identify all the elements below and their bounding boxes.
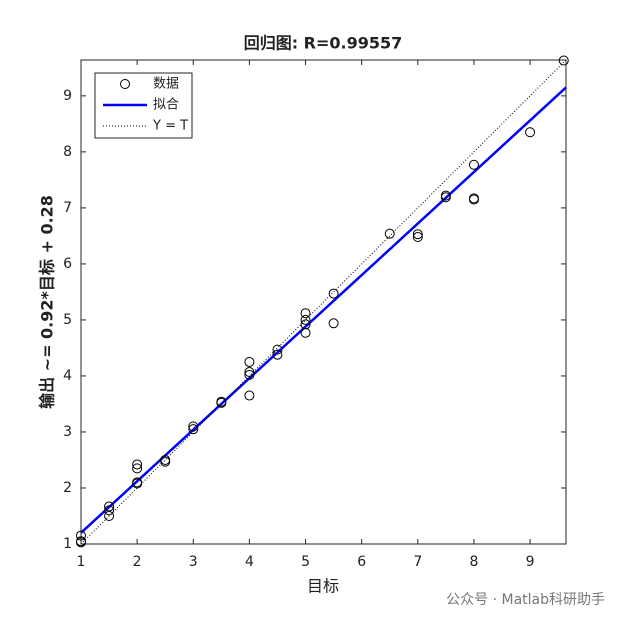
x-axis-label: 目标	[307, 577, 339, 596]
y-axis-label: 输出 ~= 0.92*目标 + 0.28	[38, 195, 57, 409]
data-point	[104, 505, 115, 516]
data-point	[160, 456, 171, 467]
data-point	[300, 308, 311, 319]
data-point	[300, 314, 311, 325]
y-tick-label: 5	[63, 312, 72, 328]
data-point	[328, 288, 339, 299]
y-tick-label: 7	[63, 200, 72, 216]
data-point	[244, 390, 255, 401]
data-point	[104, 510, 115, 521]
x-tick-label: 7	[413, 554, 422, 570]
data-point	[328, 318, 339, 329]
data-point	[468, 159, 479, 170]
legend-label: 数据	[153, 77, 179, 92]
data-point	[412, 232, 423, 243]
data-point	[76, 537, 86, 548]
x-tick-label: 6	[357, 554, 366, 570]
y-tick-label: 4	[63, 368, 72, 384]
y-tick-label: 9	[63, 88, 72, 104]
data-point	[558, 55, 569, 66]
watermark: 公众号 · Matlab科研助手	[446, 592, 605, 608]
x-tick-label: 3	[189, 554, 198, 570]
chart-title: 回归图: R=0.99557	[244, 34, 403, 53]
x-tick-label: 8	[469, 554, 478, 570]
x-tick-label: 1	[77, 554, 86, 570]
data-point	[440, 192, 451, 203]
data-point	[272, 349, 283, 360]
data-point	[300, 327, 311, 338]
data-point	[188, 421, 199, 432]
data-point	[132, 463, 143, 474]
data-point	[216, 397, 227, 408]
y-tick-label: 1	[63, 536, 72, 552]
axes-box	[80, 59, 567, 545]
legend-label: 拟合	[153, 98, 179, 113]
data-point	[300, 319, 311, 330]
data-point	[244, 369, 255, 380]
x-tick-label: 4	[245, 554, 254, 570]
y-tick-label: 6	[63, 256, 72, 272]
data-point	[468, 194, 479, 205]
data-point	[412, 229, 423, 240]
data-point	[244, 367, 255, 378]
data-point	[188, 424, 199, 435]
y-tick-label: 2	[63, 480, 72, 496]
x-tick-label: 9	[526, 554, 535, 570]
legend-label: Y = T	[152, 119, 188, 134]
legend-symbol	[120, 79, 130, 89]
data-point	[104, 501, 115, 512]
x-tick-label: 2	[133, 554, 142, 570]
x-tick-label: 5	[301, 554, 310, 570]
data-point	[525, 127, 536, 138]
data-point	[272, 344, 283, 355]
y-tick-label: 3	[63, 424, 72, 440]
data-point	[132, 477, 143, 488]
y-tick-label: 8	[63, 144, 72, 160]
data-point	[244, 356, 255, 367]
data-point	[132, 459, 143, 470]
data-point	[384, 228, 395, 239]
data-point	[76, 530, 86, 541]
